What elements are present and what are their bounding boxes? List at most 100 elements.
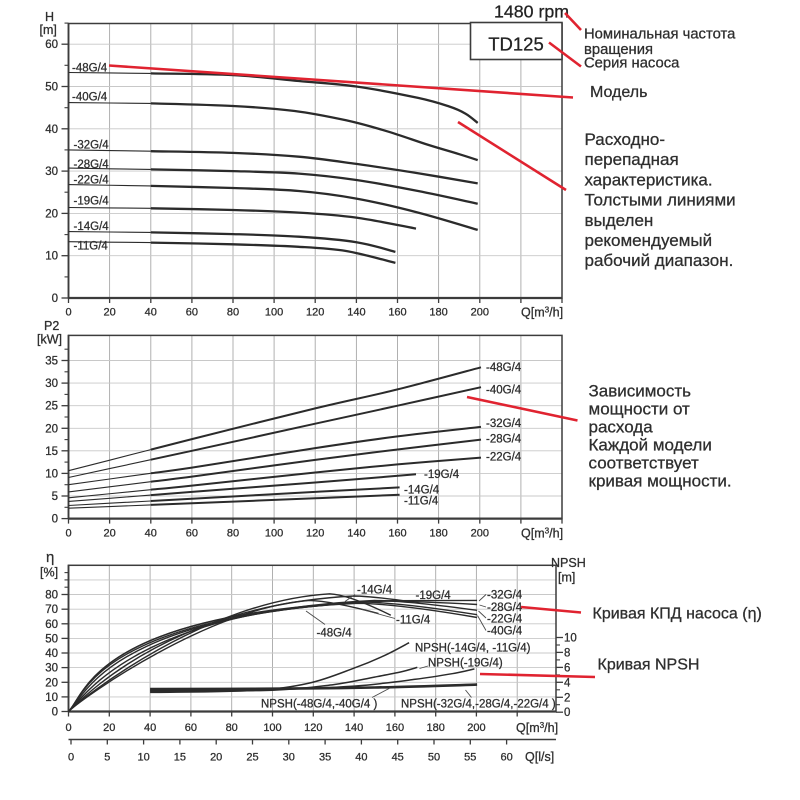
svg-text:60: 60 (185, 722, 197, 734)
svg-text:10: 10 (137, 752, 149, 764)
svg-text:-40G/4: -40G/4 (486, 385, 522, 397)
svg-text:Q[m3/h]: Q[m3/h] (521, 306, 563, 320)
svg-text:NPSH(-32G/4,-28G/4,-22G/4 ): NPSH(-32G/4,-28G/4,-22G/4 ) (401, 699, 556, 711)
svg-text:-14G/4: -14G/4 (404, 485, 440, 497)
svg-text:Зависимость: Зависимость (589, 382, 692, 401)
svg-text:50: 50 (45, 633, 58, 645)
svg-text:50: 50 (428, 752, 440, 764)
svg-text:-11G/4: -11G/4 (396, 615, 431, 627)
svg-text:40: 40 (145, 528, 157, 540)
svg-text:Расходно-: Расходно- (585, 130, 666, 149)
svg-text:5: 5 (52, 491, 58, 503)
svg-text:[m]: [m] (558, 571, 575, 585)
svg-text:20: 20 (103, 722, 115, 734)
svg-text:140: 140 (345, 722, 363, 734)
svg-text:-14G/4: -14G/4 (357, 585, 393, 597)
svg-text:кривая мощности.: кривая мощности. (589, 472, 732, 491)
svg-text:40: 40 (145, 307, 157, 319)
svg-text:вращения: вращения (584, 42, 653, 58)
svg-text:80: 80 (227, 528, 239, 540)
svg-text:10: 10 (45, 251, 58, 263)
svg-text:-48G/4: -48G/4 (317, 628, 353, 640)
svg-text:-22G/4: -22G/4 (487, 614, 523, 626)
svg-text:0: 0 (68, 752, 74, 764)
svg-text:Каждой модели: Каждой модели (589, 436, 712, 455)
svg-text:-19G/4: -19G/4 (74, 196, 110, 208)
svg-text:[m]: [m] (40, 23, 57, 37)
svg-text:160: 160 (388, 528, 406, 540)
svg-text:η: η (46, 549, 54, 566)
svg-text:-28G/4: -28G/4 (486, 434, 522, 446)
svg-text:25: 25 (246, 752, 258, 764)
svg-text:-48G/4: -48G/4 (72, 63, 108, 75)
svg-text:[%]: [%] (40, 566, 58, 580)
svg-text:[kW]: [kW] (37, 333, 62, 347)
svg-text:80: 80 (227, 307, 239, 319)
svg-text:20: 20 (45, 677, 58, 689)
svg-text:160: 160 (388, 307, 406, 319)
svg-text:характеристика.: характеристика. (585, 170, 713, 189)
svg-text:TD125: TD125 (488, 34, 544, 55)
svg-text:-19G/4: -19G/4 (424, 469, 460, 481)
svg-text:0: 0 (65, 722, 71, 734)
svg-text:180: 180 (429, 528, 447, 540)
svg-text:30: 30 (45, 166, 58, 178)
svg-text:10: 10 (45, 468, 58, 480)
svg-text:0: 0 (52, 293, 58, 305)
svg-text:55: 55 (464, 752, 476, 764)
svg-text:10: 10 (45, 692, 58, 704)
svg-text:H: H (45, 10, 54, 24)
svg-text:60: 60 (186, 528, 198, 540)
svg-text:140: 140 (347, 307, 365, 319)
svg-text:Толстыми линиями: Толстыми линиями (585, 191, 736, 210)
svg-text:30: 30 (283, 752, 295, 764)
svg-text:80: 80 (226, 722, 238, 734)
svg-text:NPSH: NPSH (551, 556, 586, 570)
svg-text:15: 15 (174, 752, 186, 764)
svg-text:2: 2 (564, 692, 570, 704)
svg-text:20: 20 (45, 208, 58, 220)
svg-text:60: 60 (500, 752, 512, 764)
svg-text:Q[m3/h]: Q[m3/h] (516, 721, 558, 735)
svg-text:20: 20 (103, 528, 115, 540)
svg-text:выделен: выделен (585, 211, 654, 230)
svg-text:200: 200 (471, 307, 489, 319)
svg-text:Серия насоса: Серия насоса (584, 56, 680, 72)
svg-text:180: 180 (429, 307, 447, 319)
svg-text:-40G/4: -40G/4 (487, 626, 523, 638)
svg-text:20: 20 (103, 307, 115, 319)
svg-text:мощности от: мощности от (589, 400, 691, 419)
svg-text:120: 120 (306, 307, 324, 319)
svg-text:-40G/4: -40G/4 (72, 92, 108, 104)
svg-text:5: 5 (104, 752, 110, 764)
svg-text:100: 100 (265, 528, 283, 540)
svg-text:Q[m3/h]: Q[m3/h] (521, 527, 563, 541)
svg-text:60: 60 (45, 619, 58, 631)
svg-text:40: 40 (144, 722, 156, 734)
svg-text:50: 50 (45, 82, 58, 94)
svg-text:8: 8 (564, 647, 570, 659)
svg-text:35: 35 (45, 356, 58, 368)
svg-text:60: 60 (186, 307, 198, 319)
svg-text:-32G/4: -32G/4 (74, 140, 110, 152)
svg-text:60: 60 (45, 39, 58, 51)
svg-text:30: 30 (45, 378, 58, 390)
svg-text:0: 0 (564, 707, 570, 719)
svg-text:200: 200 (471, 528, 489, 540)
svg-text:перепадная: перепадная (585, 150, 679, 169)
svg-text:-28G/4: -28G/4 (487, 602, 523, 614)
svg-text:-14G/4: -14G/4 (74, 221, 110, 233)
svg-text:Модель: Модель (590, 84, 647, 101)
svg-text:-22G/4: -22G/4 (74, 175, 110, 187)
svg-text:Кривая КПД насоса (η): Кривая КПД насоса (η) (593, 606, 762, 623)
svg-text:-19G/4: -19G/4 (416, 590, 452, 602)
svg-text:100: 100 (265, 307, 283, 319)
svg-text:P2: P2 (44, 319, 59, 333)
svg-text:-11G/4: -11G/4 (404, 496, 439, 508)
svg-text:0: 0 (65, 307, 71, 319)
svg-text:40: 40 (45, 648, 58, 660)
svg-text:45: 45 (392, 752, 404, 764)
svg-text:20: 20 (45, 423, 58, 435)
svg-text:1480 rpm: 1480 rpm (494, 2, 569, 22)
svg-text:70: 70 (45, 604, 58, 616)
